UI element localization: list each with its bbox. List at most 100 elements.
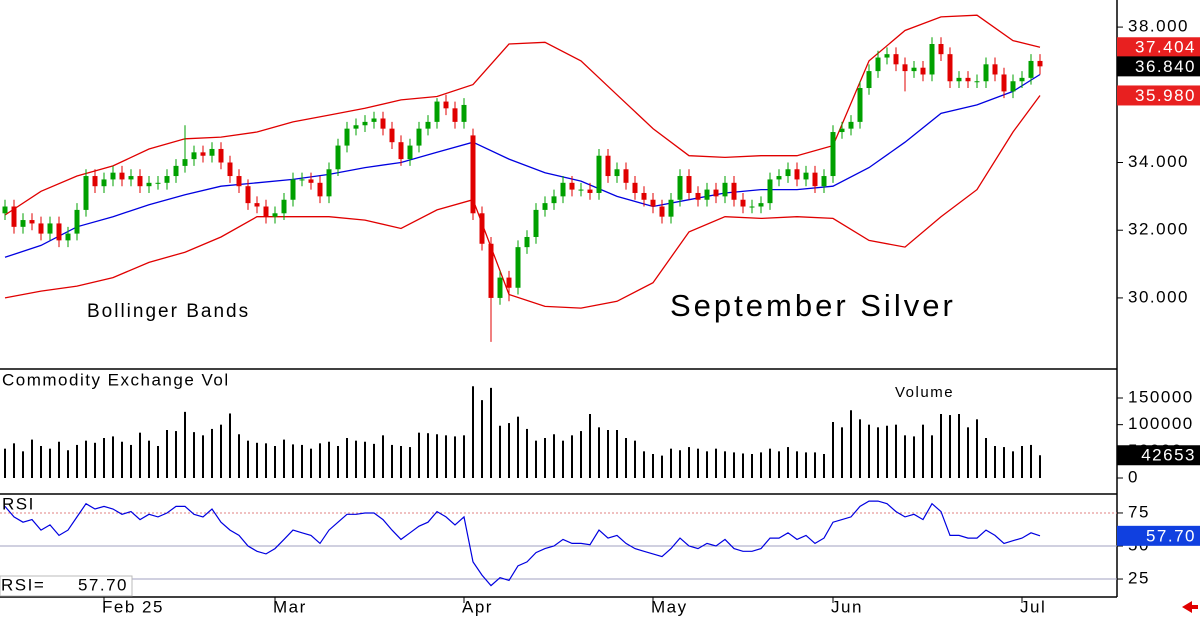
candle-body [866, 71, 872, 89]
candle-body [677, 176, 683, 200]
lower-band-last-box [1117, 85, 1200, 106]
candle-body [416, 128, 422, 146]
candle-body [1019, 77, 1025, 82]
candle-body [164, 176, 170, 183]
candle-body [884, 54, 890, 58]
candle-body [299, 179, 305, 181]
candle-body [137, 176, 143, 187]
candle-body [542, 203, 548, 210]
panel-annotation: Volume [895, 384, 954, 401]
candle-body [74, 209, 80, 234]
rsi-last-label: 57.70 [1146, 526, 1196, 545]
candle-body [479, 213, 485, 244]
candle-body [209, 148, 215, 156]
candle-body [38, 223, 44, 234]
candle-body [650, 199, 656, 207]
candle-body [497, 277, 503, 298]
candle-body [245, 186, 251, 204]
y-tick-label: 30.000 [1128, 287, 1189, 306]
candle-body [938, 44, 944, 55]
panel-title: Commodity Exchange Vol [2, 370, 230, 389]
candle-body [146, 182, 152, 187]
candle-body [119, 172, 125, 180]
candle-body [1010, 81, 1016, 92]
candle-body [578, 189, 584, 191]
rsi-last-box [1117, 525, 1200, 546]
candle-body [371, 118, 377, 122]
candle-body [362, 121, 368, 126]
candle-body [443, 101, 449, 109]
candle-body [1028, 60, 1034, 78]
candle-body [515, 247, 521, 288]
candle-body [947, 54, 953, 82]
x-tick-label: May [651, 597, 688, 616]
candle-body [398, 142, 404, 160]
y-tick-label: 32.000 [1128, 220, 1189, 239]
candle-body [830, 132, 836, 177]
candle-body [218, 148, 224, 163]
candle-body [56, 223, 62, 241]
volume-last-label: 42653 [1141, 446, 1196, 465]
candle-body [227, 162, 233, 177]
candle-body [713, 189, 719, 197]
bollinger-band [4, 14, 1041, 216]
candle-body [83, 176, 89, 210]
candle-body [155, 182, 161, 184]
candle-body [272, 213, 278, 217]
y-tick-label: 25 [1128, 569, 1150, 588]
candle-body [101, 179, 107, 187]
candle-body [992, 64, 998, 75]
close-last-box [1117, 56, 1200, 77]
y-tick-label: 0 [1128, 467, 1139, 486]
candle-body [110, 172, 116, 180]
x-tick-label: Mar [273, 597, 307, 616]
close-last-label: 36.840 [1135, 57, 1196, 76]
candle-body [533, 209, 539, 237]
candle-body [893, 54, 899, 65]
chart-title: September Silver [670, 288, 956, 323]
candle-body [353, 125, 359, 129]
candle-body [470, 135, 476, 214]
scroll-arrow[interactable] [1182, 601, 1198, 613]
candle-body [452, 108, 458, 122]
candle-body [758, 203, 764, 207]
candle-body [848, 121, 854, 129]
candle-body [425, 121, 431, 129]
candle-body [668, 199, 674, 217]
candle-body [956, 77, 962, 82]
candle-body [965, 77, 971, 82]
candle-body [2, 206, 8, 214]
candle-body [380, 118, 386, 129]
rsi-readout-value: 57.70 [78, 575, 128, 594]
candle-body [740, 199, 746, 207]
candle-body [524, 236, 530, 248]
candle-body [632, 182, 638, 193]
candle-body [335, 145, 341, 170]
upper-band-last-box [1117, 37, 1200, 58]
candle-body [308, 179, 314, 183]
candle-body [182, 159, 188, 166]
candle-body [920, 67, 926, 75]
y-tick-label: 34.000 [1128, 152, 1189, 171]
candle-body [1001, 74, 1007, 92]
candle-body [605, 155, 611, 177]
upper-band-last-label: 37.404 [1135, 38, 1196, 57]
candle-body [659, 206, 665, 217]
x-tick-label: Jul [1020, 597, 1046, 616]
candle-body [722, 182, 728, 197]
volume-last-box [1117, 445, 1200, 466]
candle-body [173, 165, 179, 177]
bollinger-band [4, 95, 1041, 309]
candle-body [434, 101, 440, 122]
y-tick-label: 150000 [1128, 387, 1194, 406]
candle-body [857, 88, 863, 122]
candle-body [200, 152, 206, 156]
candle-body [911, 67, 917, 72]
candle-body [263, 206, 269, 217]
candle-body [587, 189, 593, 193]
candle-body [191, 152, 197, 160]
candle-body [821, 176, 827, 187]
candle-body [560, 182, 566, 197]
candle-body [686, 176, 692, 193]
candle-body [488, 243, 494, 298]
